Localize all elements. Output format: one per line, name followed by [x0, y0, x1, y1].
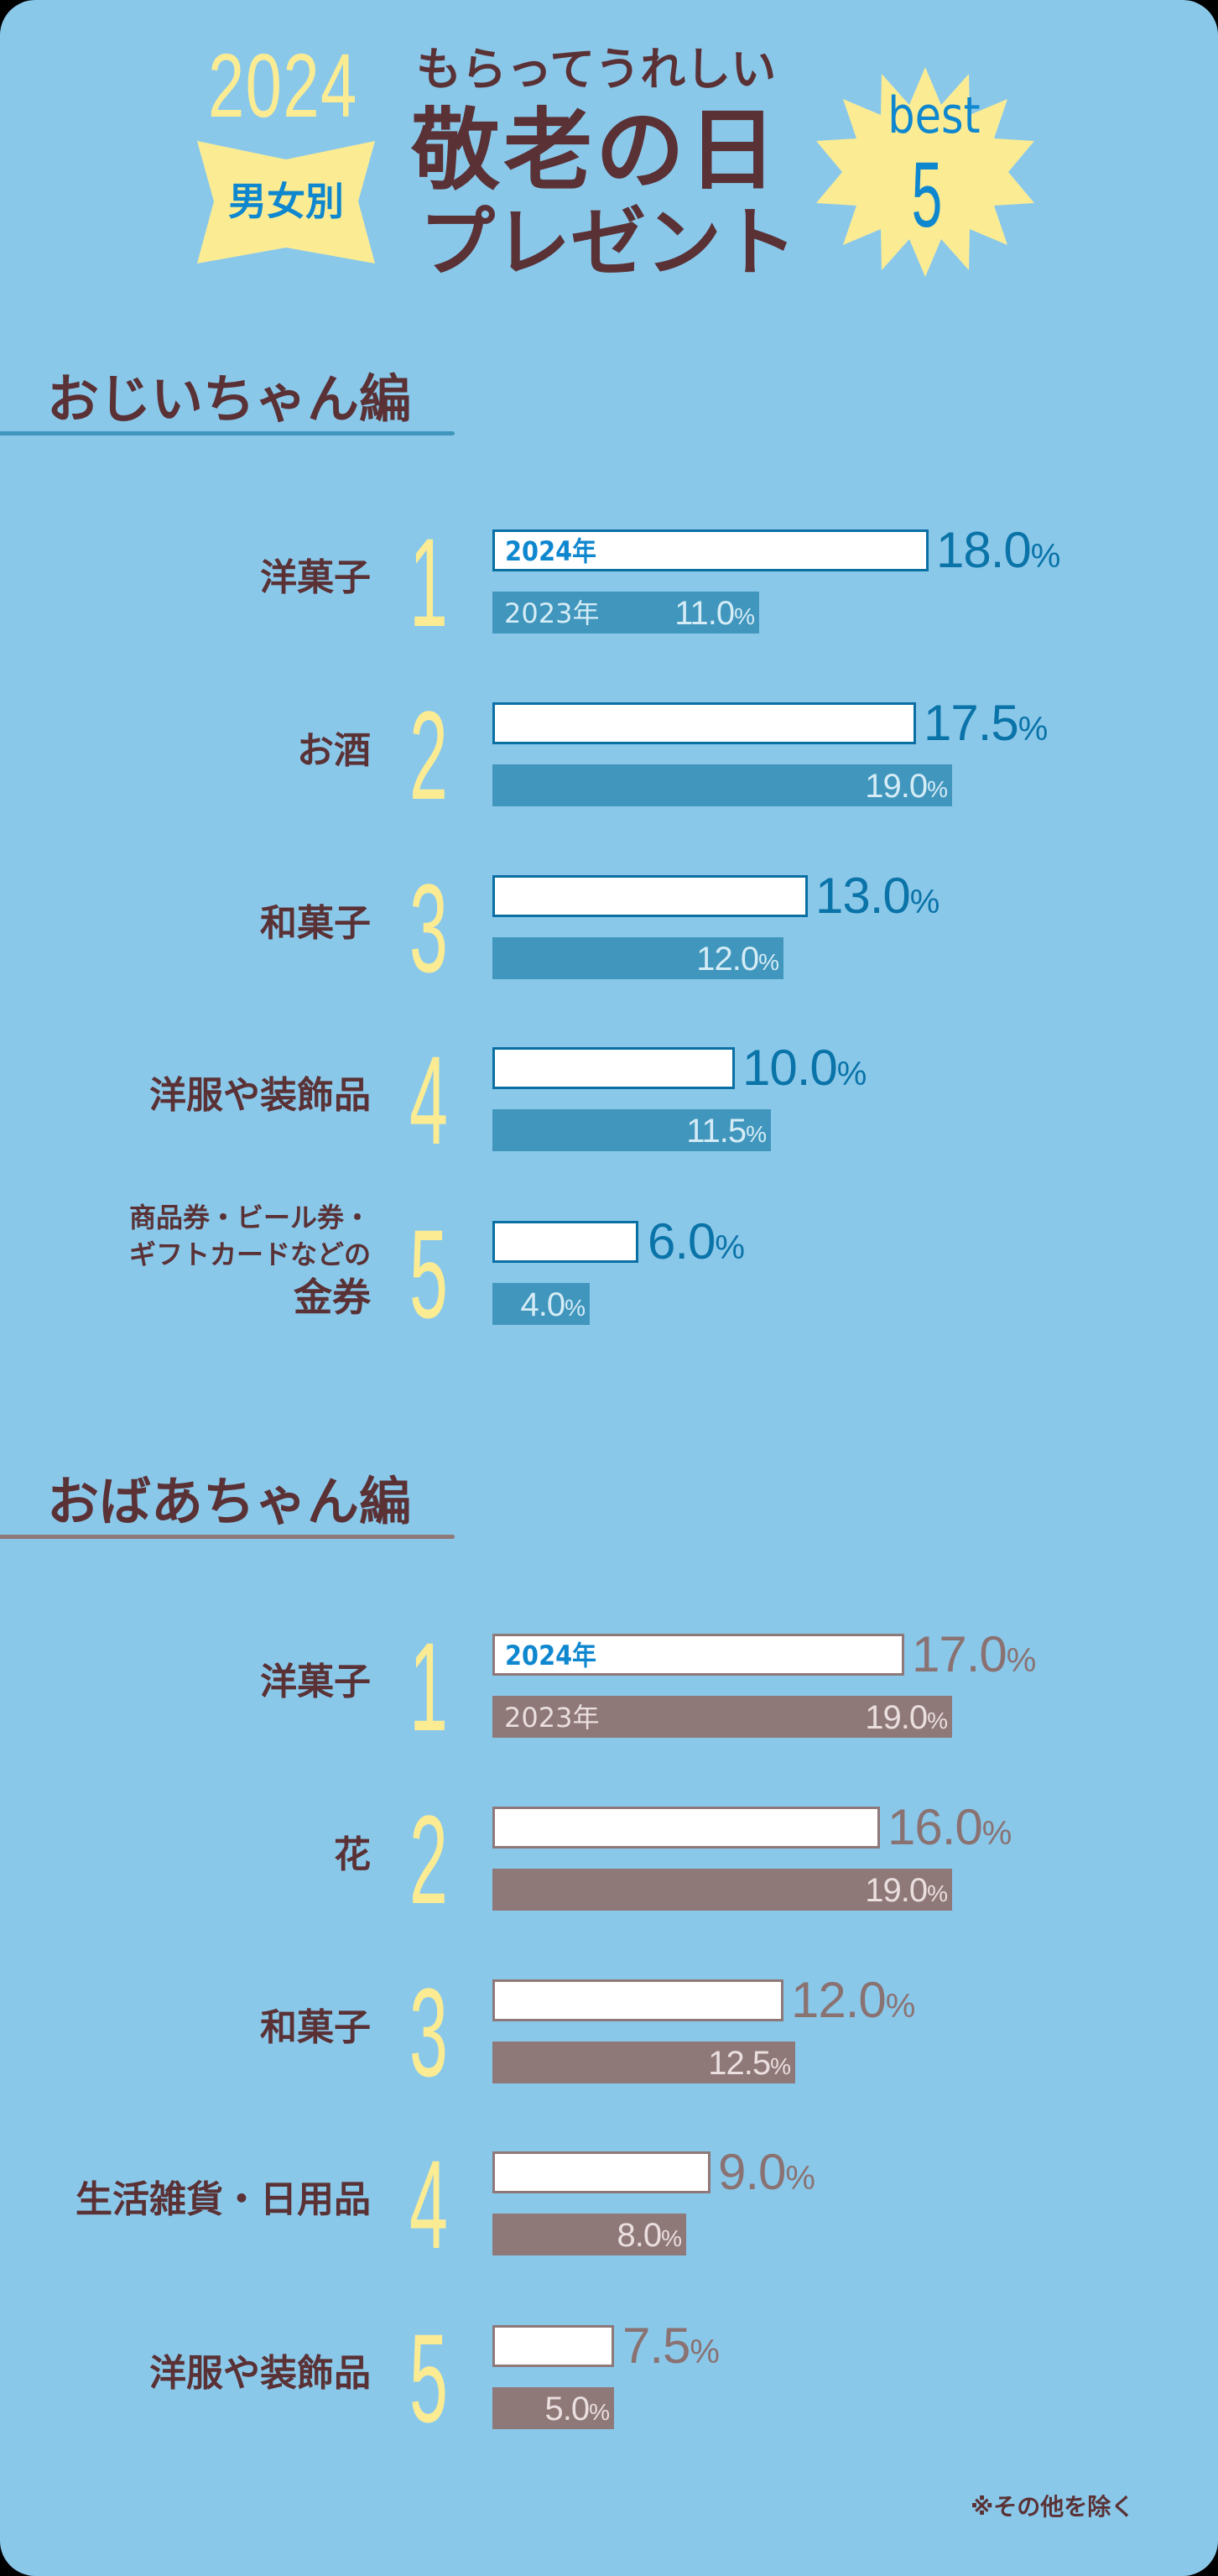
rank-number: 4 [409, 1030, 448, 1171]
bar-2023: 19.0% [492, 764, 952, 806]
item-label: 商品券・ビール券・ ギフトカードなどの 金券 [128, 1202, 371, 1320]
legend-2024: 2024年 [505, 1640, 596, 1671]
ribbon-badge-icon [197, 67, 1034, 277]
item-label: 生活雑貨・日用品 [75, 2178, 371, 2221]
ranking-row: 洋服や装飾品 4 10.0% 11.5% [0, 1037, 1218, 1163]
value-2023: 12.0% [696, 941, 779, 978]
bar-2023: 19.0% [492, 1869, 952, 1911]
section-title-grandma: おばあちゃん編 [47, 1471, 412, 1532]
bar-2024 [492, 2325, 614, 2367]
bar-2023: 5.0% [492, 2387, 614, 2429]
bar-2024 [492, 1979, 783, 2021]
bar-2023: 8.0% [492, 2214, 686, 2255]
ranking-row: 和菓子 3 13.0% 12.0% [0, 865, 1218, 991]
item-label: 和菓子 [260, 902, 371, 945]
ranking-row: お酒 2 17.5% 19.0% [0, 692, 1218, 818]
item-label: 花 [334, 1833, 371, 1876]
bar-2024 [492, 702, 916, 744]
bar-2023: 12.5% [492, 2042, 795, 2083]
ranking-row: 商品券・ビール券・ ギフトカードなどの 金券 5 6.0% 4.0% [0, 1202, 1218, 1337]
legend-2023: 2023年 [504, 1702, 600, 1734]
value-2023: 19.0% [865, 768, 948, 805]
item-label: お酒 [297, 729, 371, 772]
value-2023: 19.0% [865, 1699, 948, 1736]
bar-2023: 12.0% [492, 937, 783, 979]
ranking-row: 洋服や装飾品 5 7.5% 5.0% [0, 2315, 1218, 2441]
section-divider-grandma [0, 1535, 455, 1539]
value-2023: 4.0% [520, 1286, 586, 1323]
footnote: ※その他を除く [971, 2493, 1135, 2521]
item-label: 洋菓子 [260, 1661, 371, 1703]
gender-badge-label: 男女別 [228, 179, 344, 224]
rank-number: 4 [409, 2134, 448, 2275]
page-title: 敬老の日 [411, 99, 780, 202]
value-2023: 12.5% [708, 2045, 791, 2082]
item-label: 和菓子 [260, 2006, 371, 2049]
item-label: 洋菓子 [260, 556, 371, 599]
value-2024: 9.0% [718, 2144, 815, 2200]
ranking-row: 花 2 16.0% 19.0% [0, 1796, 1218, 1922]
legend-2023: 2023年 [504, 597, 600, 629]
value-2023: 5.0% [544, 2391, 610, 2427]
section-title-grandpa: おじいちゃん編 [47, 368, 412, 430]
value-2024: 6.0% [648, 1213, 745, 1270]
value-2024: 13.0% [815, 868, 940, 924]
best-count: 5 [911, 143, 943, 247]
bar-2024 [492, 1221, 638, 1263]
starburst-badge-icon [816, 67, 1034, 277]
value-2023: 8.0% [617, 2217, 682, 2254]
bar-2023: 2023年 11.0% [492, 592, 759, 634]
legend-2024: 2024年 [505, 535, 596, 567]
rank-number: 5 [409, 1203, 448, 1344]
value-2024: 17.5% [924, 695, 1048, 751]
item-label: 洋服や装飾品 [149, 1074, 371, 1117]
bar-2023: 2023年 19.0% [492, 1696, 952, 1738]
rank-number: 1 [409, 1616, 448, 1757]
title-line-1: もらってうれしい [416, 43, 777, 96]
rank-number: 2 [409, 1789, 448, 1930]
bar-2023: 11.5% [492, 1109, 771, 1151]
ranking-row: 生活雑貨・日用品 4 9.0% 8.0% [0, 2141, 1218, 2267]
rank-number: 1 [409, 512, 448, 653]
ranking-row: 洋菓子 1 2024年 18.0% 2023年 11.0% [0, 519, 1218, 645]
value-2023: 11.0% [674, 595, 755, 632]
title-line-3: プレゼント [419, 199, 797, 287]
value-2024: 10.0% [742, 1040, 867, 1096]
bar-2024: 2024年 [492, 1634, 904, 1676]
bar-2024 [492, 2151, 710, 2193]
rank-number: 3 [409, 1962, 448, 2103]
value-2024: 17.0% [912, 1626, 1036, 1682]
value-2023: 19.0% [865, 1872, 948, 1909]
rank-number: 5 [409, 2307, 448, 2448]
value-2024: 7.5% [622, 2318, 720, 2374]
bar-2024 [492, 875, 808, 917]
value-2024: 12.0% [791, 1972, 915, 2028]
bar-2024 [492, 1807, 880, 1849]
best-label: best [887, 86, 981, 145]
value-2024: 18.0% [936, 522, 1060, 578]
value-2024: 16.0% [887, 1799, 1012, 1855]
ranking-row: 洋菓子 1 2024年 17.0% 2023年 19.0% [0, 1624, 1218, 1749]
rank-number: 2 [409, 685, 448, 826]
bar-2023: 4.0% [492, 1283, 590, 1325]
ranking-row: 和菓子 3 12.0% 12.5% [0, 1969, 1218, 2095]
bar-2024: 2024年 [492, 529, 929, 571]
bar-2024 [492, 1047, 735, 1089]
rank-number: 3 [409, 858, 448, 999]
value-2023: 11.5% [686, 1113, 767, 1150]
section-divider-grandpa [0, 431, 455, 435]
item-label: 洋服や装飾品 [149, 2352, 371, 2395]
